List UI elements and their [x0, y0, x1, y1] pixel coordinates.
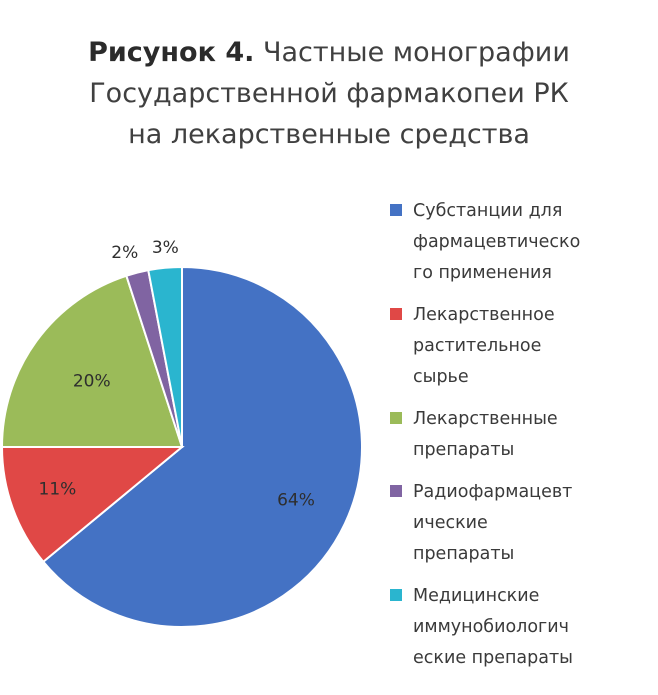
- legend-label-3-line-1: Лекарственные: [413, 409, 558, 429]
- legend: Субстанции для фармацевтическо го применен…: [386, 196, 656, 685]
- legend-item-4: Радиофармацевт ические препараты: [386, 477, 656, 570]
- legend-label-4-line-3: препараты: [413, 544, 515, 564]
- legend-label-5-line-1: Медицинские: [413, 586, 540, 606]
- chart-title-line-1-text: Частные монографии: [262, 37, 570, 68]
- legend-label-2-line-1: Лекарственное: [413, 305, 555, 325]
- pie-slice-5: [147, 265, 183, 448]
- legend-item-3: Лекарственные препараты: [386, 404, 656, 466]
- pie-slice-label-4: 2%: [111, 243, 138, 263]
- legend-label-3-line-2: препараты: [413, 440, 515, 460]
- legend-label-2-line-2: растительное: [413, 336, 542, 356]
- legend-swatch-2: [390, 308, 402, 320]
- legend-swatch-5: [390, 589, 402, 601]
- legend-label-4-line-2: ические: [413, 513, 488, 533]
- legend-label-5-line-2: иммунобиологич: [413, 617, 569, 637]
- legend-swatch-4: [390, 485, 402, 497]
- chart-title-line-3: на лекарственные средства: [128, 119, 530, 150]
- legend-label-1-line-1: Субстанции для: [413, 201, 563, 221]
- legend-label-1-line-3: го применения: [413, 263, 552, 283]
- pie-slice-label-2: 11%: [39, 480, 77, 500]
- pie-slice-3: [0, 274, 184, 448]
- chart-title-line-1: Рисунок 4. Частные монографии: [0, 32, 658, 73]
- legend-swatch-3: [390, 412, 402, 424]
- pie-slice-label-5: 3%: [152, 238, 179, 258]
- legend-item-1: Субстанции для фармацевтическо го применен…: [386, 196, 656, 289]
- pie-slice-label-1: 64%: [277, 491, 315, 511]
- legend-label-4-line-1: Радиофармацевт: [413, 482, 573, 502]
- pie-slice-label-3: 20%: [73, 371, 111, 391]
- pie-slice-1: [41, 265, 363, 628]
- chart-title-line-2: Государственной фармакопеи РК: [89, 78, 569, 109]
- chart-title-figure-number: Рисунок 4.: [88, 37, 255, 68]
- pie-slice-2: [0, 446, 185, 564]
- legend-swatch-1: [390, 204, 402, 216]
- legend-item-2: Лекарственное растительное сырье: [386, 300, 656, 393]
- legend-label-5-line-3: еские препараты: [413, 648, 573, 668]
- legend-label-1-line-2: фармацевтическо: [413, 232, 581, 252]
- legend-label-2-line-3: сырье: [413, 367, 469, 387]
- chart-title: Рисунок 4. Частные монографии Государств…: [0, 32, 658, 155]
- legend-item-5: Медицинские иммунобиологич еские препараты: [386, 581, 656, 674]
